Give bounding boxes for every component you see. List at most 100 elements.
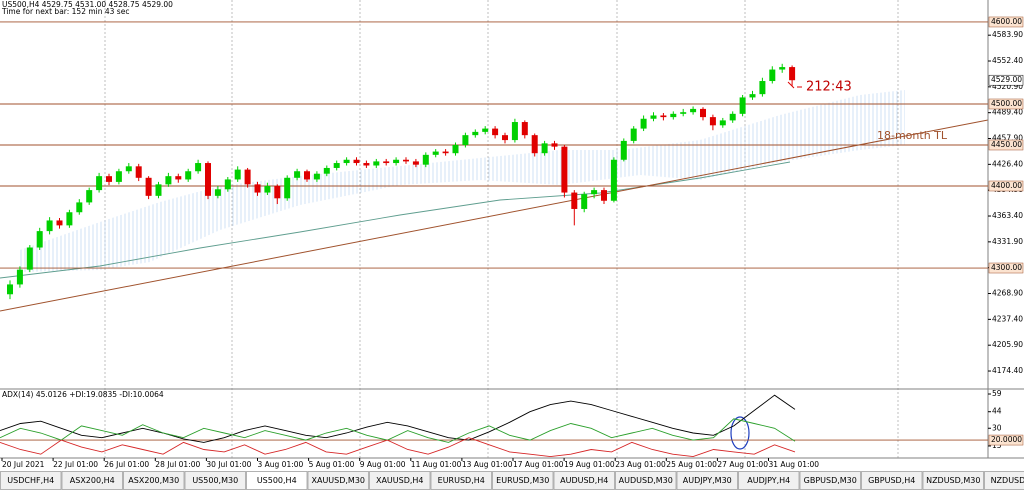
y-tick-label: 4174.40 xyxy=(992,366,1023,375)
y-tick-label: 4363.40 xyxy=(992,211,1023,220)
highlight-ellipse xyxy=(730,416,750,450)
candle-body xyxy=(561,146,568,193)
candle-body xyxy=(393,159,400,164)
candle-body xyxy=(630,128,637,141)
x-tick-label: 23 Aug 01:00 xyxy=(615,460,666,469)
y-tick-label: 4268.90 xyxy=(992,289,1023,298)
candle-body xyxy=(640,118,647,129)
candle-body xyxy=(571,192,578,209)
level-label-box xyxy=(988,139,1024,151)
candle-body xyxy=(106,176,112,182)
candle-body xyxy=(719,120,726,126)
x-tick-label: 11 Aug 01:00 xyxy=(411,460,462,469)
indicator-line xyxy=(0,418,796,443)
candle-body xyxy=(214,189,221,196)
trendline-annotation: 18-month TL xyxy=(877,129,948,142)
level-label: 4450.00 xyxy=(991,140,1022,149)
y-tick-label: 15 xyxy=(992,441,1002,450)
symbol-tab-label: EURUSD,M30 xyxy=(496,476,549,485)
indicator-line xyxy=(0,437,796,458)
x-tick-label: 9 Aug 01:00 xyxy=(360,460,406,469)
symbol-tab-label: AUDUSD,H4 xyxy=(560,476,608,485)
candle-body xyxy=(353,159,360,164)
candle-body xyxy=(690,108,697,113)
x-tick-label: 3 Aug 01:00 xyxy=(258,460,304,469)
last-price-box xyxy=(988,74,1024,86)
candle-body xyxy=(670,113,677,118)
y-tick-label: 30 xyxy=(992,423,1002,432)
moving-average xyxy=(0,161,791,279)
level-label: 4600.00 xyxy=(991,17,1022,26)
candle-body xyxy=(502,135,508,141)
x-tick-label: 17 Aug 01:00 xyxy=(513,460,564,469)
candle-body xyxy=(76,202,83,213)
x-tick-label: 20 Jul 2021 xyxy=(2,460,45,469)
candle-body xyxy=(7,284,13,295)
candle-body xyxy=(452,144,459,154)
x-tick-label: 5 Aug 01:00 xyxy=(309,460,355,469)
candle-body xyxy=(46,220,53,232)
y-tick-label: 59 xyxy=(992,389,1002,398)
chart-subtitle: Time for next bar: 152 min 43 sec xyxy=(1,7,129,16)
level-label-box xyxy=(988,98,1024,110)
symbol-tab-label: NZDUSD,H4 xyxy=(991,476,1024,485)
candle-body xyxy=(601,190,607,201)
candle-body xyxy=(313,173,320,180)
candle-body xyxy=(709,117,716,126)
level-label: 20.0000 xyxy=(991,435,1022,444)
candle-body xyxy=(145,177,152,196)
candle-body xyxy=(442,151,449,154)
x-tick-label: 31 Aug 01:00 xyxy=(769,460,820,469)
symbol-tab-label: XAUUSD,H4 xyxy=(376,476,424,485)
y-tick-label: 4489.40 xyxy=(992,108,1023,117)
trend-line xyxy=(0,119,989,312)
x-tick-label: 22 Jul 01:00 xyxy=(53,460,98,469)
x-tick-label: 26 Jul 01:00 xyxy=(104,460,149,469)
candle-body xyxy=(650,115,657,119)
symbol-tab-label: GBPUSD,M30 xyxy=(804,476,857,485)
candle-body xyxy=(492,128,499,136)
y-tick-label: 44 xyxy=(992,407,1002,416)
x-tick-label: 19 Aug 01:00 xyxy=(564,460,615,469)
candle-body xyxy=(422,154,429,165)
y-tick-label: 4552.40 xyxy=(992,56,1023,65)
candle-body xyxy=(403,159,409,162)
symbol-tab-label: US500,M30 xyxy=(192,476,238,485)
x-tick-label: 13 Aug 01:00 xyxy=(462,460,513,469)
ichimoku-cloud xyxy=(20,90,905,272)
indicator-line xyxy=(0,394,796,443)
candle-body xyxy=(294,171,301,178)
candle-body xyxy=(749,94,756,98)
symbol-tab-label: XAUUSD,M30 xyxy=(311,476,365,485)
y-tick-label: 4520.90 xyxy=(992,82,1023,91)
level-label: 4500.00 xyxy=(991,99,1022,108)
candle-body xyxy=(205,163,211,196)
candle-body xyxy=(175,176,182,180)
candle-body xyxy=(680,112,687,114)
countdown-annotation: 212:43 xyxy=(806,80,852,95)
level-label-box xyxy=(988,180,1024,192)
candle-body xyxy=(739,97,746,114)
candle-body xyxy=(531,135,538,154)
candle-body xyxy=(125,166,132,172)
chart-title: US500,H4 4529.75 4531.00 4528.75 4529.00 xyxy=(2,0,173,9)
candle-body xyxy=(234,169,241,180)
x-tick-label: 28 Jul 01:00 xyxy=(155,460,200,469)
candle-body xyxy=(472,131,479,136)
symbol-tab-label: NZDUSD,M30 xyxy=(926,476,980,485)
candle-body xyxy=(482,128,489,132)
candle-body xyxy=(511,122,518,141)
candle-body xyxy=(155,184,162,196)
candle-body xyxy=(323,167,330,174)
candle-body xyxy=(26,247,33,270)
candle-body xyxy=(373,161,380,166)
symbol-tab-label: ASX200,M30 xyxy=(128,476,179,485)
candle-body xyxy=(759,81,766,95)
candle-body xyxy=(96,176,103,191)
candle-body xyxy=(135,166,142,178)
symbol-tab-label: AUDJPY,M30 xyxy=(683,476,732,485)
candle-body xyxy=(779,67,786,70)
candle-body xyxy=(66,212,73,226)
candle-body xyxy=(115,171,122,182)
